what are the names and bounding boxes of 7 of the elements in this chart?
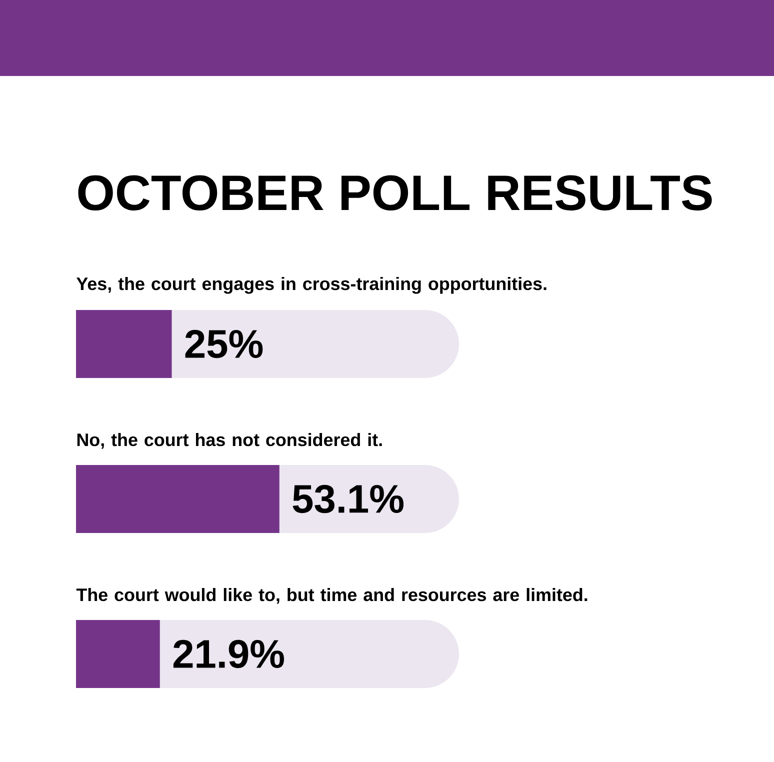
data-label: 21.9% bbox=[173, 640, 284, 668]
y-tick-label: No, the court has not considered it. bbox=[77, 433, 382, 449]
y-tick-label: The court would like to, but time and resources are limited. bbox=[76, 588, 588, 604]
y-tick-label: Yes, the court engages in cross-training opportunities. bbox=[76, 276, 546, 294]
data-label: 25% bbox=[185, 330, 263, 358]
data-label: 53.1% bbox=[292, 484, 404, 514]
chart-title: OCTOBER POLL RESULTS bbox=[78, 175, 712, 210]
